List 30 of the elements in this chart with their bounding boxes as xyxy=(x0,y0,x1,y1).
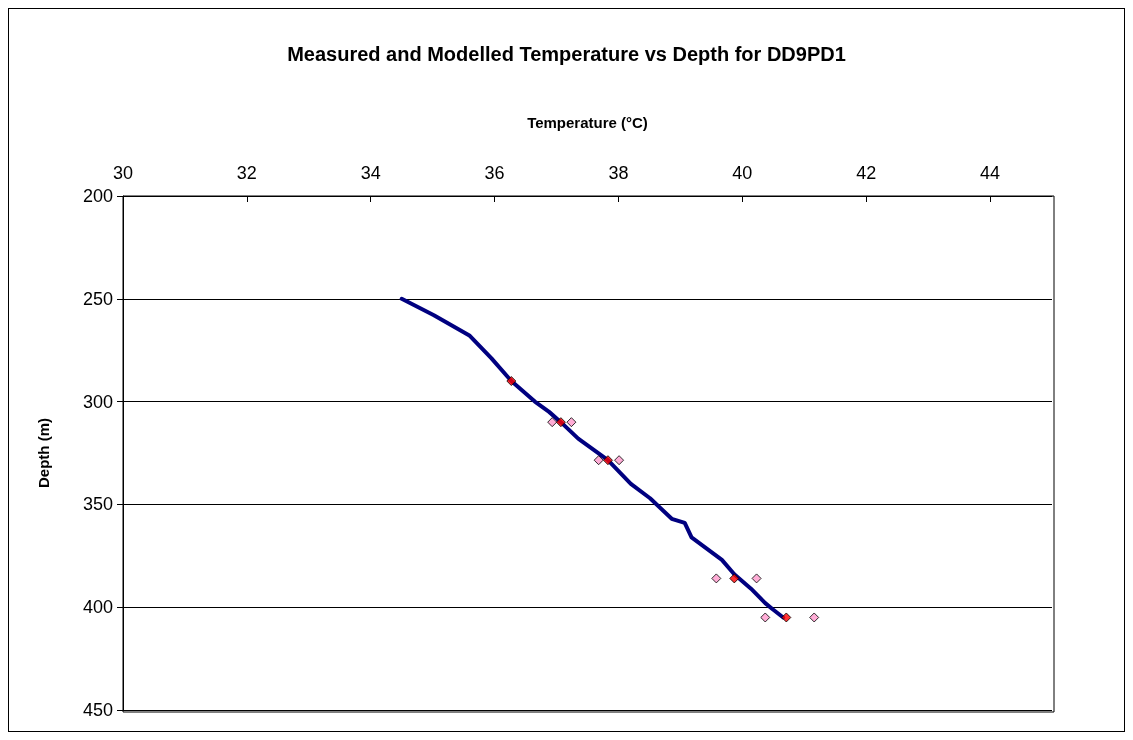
chart-title: Measured and Modelled Temperature vs Depth for DD9PD1 xyxy=(287,43,846,65)
point xyxy=(781,612,792,623)
point xyxy=(751,573,762,584)
point xyxy=(506,376,517,387)
point xyxy=(566,417,577,428)
x-tick-label: 30 xyxy=(112,163,134,183)
point xyxy=(809,612,820,623)
point xyxy=(555,417,566,428)
x-axis-title: Temperature (°C) xyxy=(527,114,648,131)
y-axis-title: Depth (m) xyxy=(35,418,52,488)
point xyxy=(711,573,722,584)
point xyxy=(614,455,625,466)
x-tick-label: 34 xyxy=(360,163,381,183)
y-tick-label: 250 xyxy=(82,288,113,309)
y-tick-label: 400 xyxy=(82,597,113,618)
y-tick-label: 200 xyxy=(82,186,113,206)
point xyxy=(593,455,604,466)
x-tick-label: 40 xyxy=(732,163,753,183)
point xyxy=(602,455,613,466)
point xyxy=(760,612,771,623)
point xyxy=(547,417,558,428)
x-tick-label: 38 xyxy=(608,163,629,183)
x-tick-label: 42 xyxy=(856,163,877,183)
point xyxy=(729,573,740,584)
y-tick-label: 300 xyxy=(82,391,113,412)
y-tick-label: 450 xyxy=(82,700,113,720)
x-tick-label: 32 xyxy=(236,163,257,183)
y-tick-label: 350 xyxy=(82,494,113,515)
x-tick-label: 44 xyxy=(980,163,1001,183)
x-tick-label: 36 xyxy=(484,163,505,183)
